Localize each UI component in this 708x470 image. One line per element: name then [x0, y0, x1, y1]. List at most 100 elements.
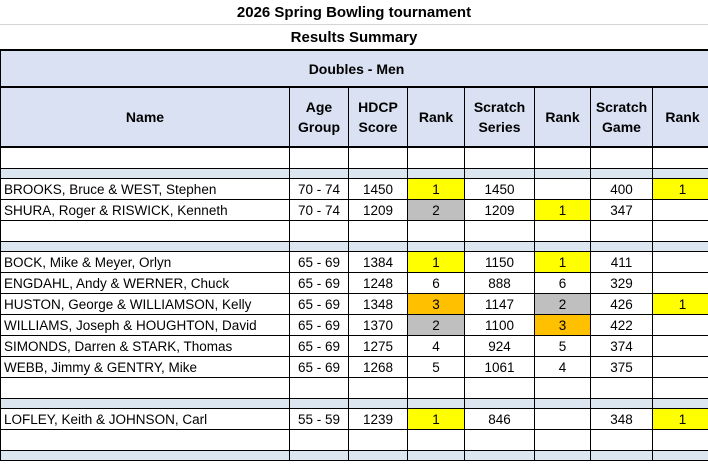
empty-cell: [590, 241, 653, 252]
game-rank-cell: 1: [651, 293, 708, 315]
hdcp-score-cell: 1268: [348, 356, 408, 378]
age-group-cell: 65 - 69: [289, 314, 349, 336]
empty-cell: [651, 450, 708, 461]
empty-cell: [289, 398, 349, 409]
series-rank-cell: [534, 178, 591, 200]
empty-cell: [464, 450, 535, 461]
empty-cell: [651, 146, 708, 169]
page-subtitle: Results Summary: [290, 29, 418, 46]
separator-row: [0, 450, 708, 461]
game-rank-cell: [651, 314, 708, 336]
empty-cell: [407, 450, 465, 461]
empty-cell: [534, 241, 591, 252]
scratch-series-cell: 1450: [464, 178, 535, 200]
game-rank-cell: [651, 272, 708, 294]
game-rank-cell: 1: [651, 178, 708, 200]
empty-cell: [407, 241, 465, 252]
game-rank-cell: [651, 251, 708, 273]
header-scratch-series: Scratch Series: [464, 86, 535, 148]
game-rank-cell: 1: [651, 408, 708, 430]
series-rank-cell: 4: [534, 356, 591, 378]
name-cell: SHURA, Roger & RISWICK, Kenneth: [0, 199, 290, 221]
empty-cell: [289, 429, 349, 451]
empty-cell: [534, 398, 591, 409]
name-cell: WEBB, Jimmy & GENTRY, Mike: [0, 356, 290, 378]
empty-cell: [407, 168, 465, 179]
empty-cell: [289, 168, 349, 179]
scratch-series-cell: 1147: [464, 293, 535, 315]
series-rank-cell: 1: [534, 199, 591, 221]
name-cell: SIMONDS, Darren & STARK, Thomas: [0, 335, 290, 357]
empty-cell: [0, 450, 290, 461]
empty-cell: [464, 429, 535, 451]
empty-cell: [651, 398, 708, 409]
hdcp-rank-cell: 3: [407, 293, 465, 315]
age-group-cell: 65 - 69: [289, 335, 349, 357]
series-rank-cell: 1: [534, 251, 591, 273]
empty-cell: [0, 168, 290, 179]
section-header: Doubles - Men: [0, 49, 708, 88]
scratch-series-cell: 1209: [464, 199, 535, 221]
scratch-series-cell: 1061: [464, 356, 535, 378]
empty-cell: [348, 377, 408, 399]
empty-cell: [651, 377, 708, 399]
empty-cell: [348, 168, 408, 179]
empty-cell: [590, 398, 653, 409]
series-rank-cell: 3: [534, 314, 591, 336]
table-row: SHURA, Roger & RISWICK, Kenneth 70 - 74 12…: [0, 199, 708, 221]
column-headers: Name Age Group HDCP Score Rank Scratch Seri…: [0, 86, 708, 148]
age-group-cell: 70 - 74: [289, 199, 349, 221]
empty-cell: [0, 429, 290, 451]
empty-cell: [0, 220, 290, 242]
empty-cell: [534, 146, 591, 169]
name-cell: BOCK, Mike & Meyer, Orlyn: [0, 251, 290, 273]
table-row: HUSTON, George & WILLIAMSON, Kelly 65 - 6…: [0, 293, 708, 315]
hdcp-rank-cell: 6: [407, 272, 465, 294]
empty-cell: [534, 220, 591, 242]
empty-cell: [651, 429, 708, 451]
hdcp-score-cell: 1370: [348, 314, 408, 336]
separator-row: [0, 168, 708, 179]
scratch-game-cell: 347: [590, 199, 653, 221]
empty-cell: [464, 146, 535, 169]
hdcp-rank-cell: 2: [407, 199, 465, 221]
game-rank-cell: [651, 356, 708, 378]
empty-cell: [348, 450, 408, 461]
header-series-rank: Rank: [534, 86, 591, 148]
empty-cell: [590, 168, 653, 179]
series-rank-cell: [534, 408, 591, 430]
scratch-series-cell: 846: [464, 408, 535, 430]
table-row: WEBB, Jimmy & GENTRY, Mike 65 - 69 1268 5 10…: [0, 356, 708, 378]
empty-cell: [534, 429, 591, 451]
empty-cell: [651, 168, 708, 179]
empty-cell: [348, 398, 408, 409]
empty-cell: [0, 377, 290, 399]
empty-cell: [534, 450, 591, 461]
empty-cell: [464, 241, 535, 252]
hdcp-rank-cell: 1: [407, 178, 465, 200]
hdcp-score-cell: 1248: [348, 272, 408, 294]
empty-cell: [407, 398, 465, 409]
name-cell: BROOKS, Bruce & WEST, Stephen: [0, 178, 290, 200]
page-title: 2026 Spring Bowling tournament: [0, 0, 708, 25]
empty-cell: [590, 377, 653, 399]
scratch-game-cell: 329: [590, 272, 653, 294]
scratch-game-cell: 422: [590, 314, 653, 336]
blank-row: [0, 220, 708, 242]
hdcp-rank-cell: 1: [407, 408, 465, 430]
series-rank-cell: 2: [534, 293, 591, 315]
empty-cell: [407, 377, 465, 399]
name-cell: ENGDAHL, Andy & WERNER, Chuck: [0, 272, 290, 294]
hdcp-rank-cell: 1: [407, 251, 465, 273]
scratch-series-cell: 1150: [464, 251, 535, 273]
scratch-series-cell: 924: [464, 335, 535, 357]
table-row: WILLIAMS, Joseph & HOUGHTON, David 65 - 6…: [0, 314, 708, 336]
age-group-cell: 65 - 69: [289, 356, 349, 378]
hdcp-score-cell: 1275: [348, 335, 408, 357]
scratch-game-cell: 411: [590, 251, 653, 273]
hdcp-score-cell: 1450: [348, 178, 408, 200]
table-row: SIMONDS, Darren & STARK, Thomas 65 - 69 12…: [0, 335, 708, 357]
results-table: Doubles - Men Name Age Group HDCP Score Ra…: [0, 49, 708, 461]
empty-cell: [289, 220, 349, 242]
empty-cell: [348, 429, 408, 451]
